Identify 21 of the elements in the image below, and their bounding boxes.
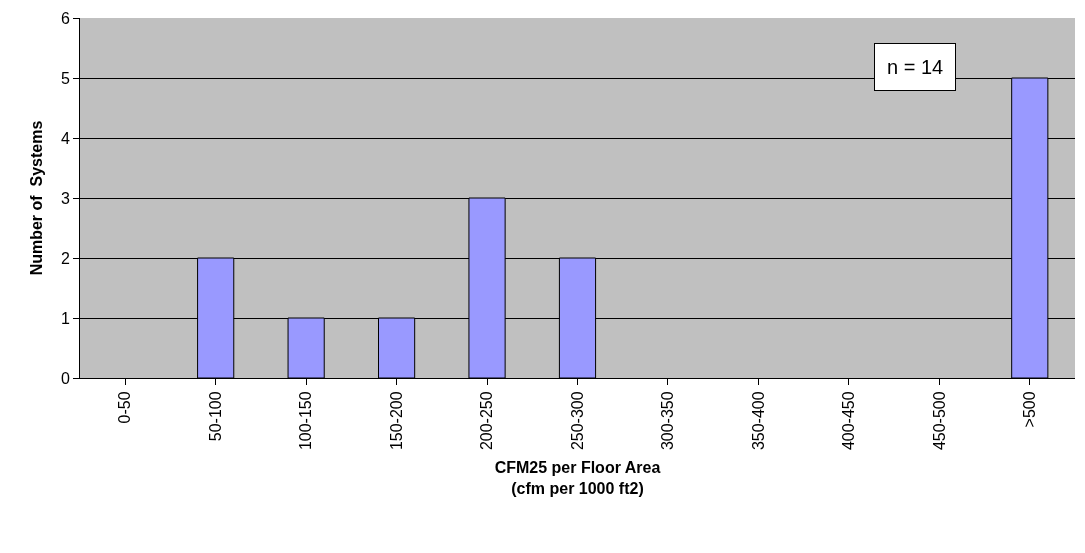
y-axis-title: Number of Systems bbox=[27, 120, 45, 276]
x-axis-title: CFM25 per Floor Area (cfm per 1000 ft2) bbox=[494, 458, 661, 497]
y-tick-label: 6 bbox=[60, 9, 70, 27]
y-tick-label: 1 bbox=[60, 309, 70, 327]
x-tick-label: 200-250 bbox=[478, 391, 496, 451]
x-tick-label: 100-150 bbox=[297, 391, 315, 451]
x-tick-label: 350-400 bbox=[749, 391, 767, 451]
x-tick-label: 50-100 bbox=[206, 391, 224, 442]
x-tick-label: 400-450 bbox=[840, 391, 858, 451]
y-tick-label: 4 bbox=[60, 129, 70, 147]
y-tick-label: 0 bbox=[60, 369, 70, 387]
y-tick-label: 2 bbox=[60, 249, 70, 267]
x-tick-label: 0-50 bbox=[116, 391, 134, 424]
y-tick-label: 5 bbox=[60, 69, 70, 87]
x-tick-label: 250-300 bbox=[568, 391, 586, 451]
y-tick-label: 3 bbox=[60, 189, 70, 207]
x-tick-label: 450-500 bbox=[930, 391, 948, 451]
annotation: n = 14 bbox=[887, 56, 944, 78]
x-tick-label: 300-350 bbox=[659, 391, 677, 451]
x-tick-label: >500 bbox=[1020, 391, 1038, 428]
x-tick-label: 150-200 bbox=[387, 391, 405, 451]
